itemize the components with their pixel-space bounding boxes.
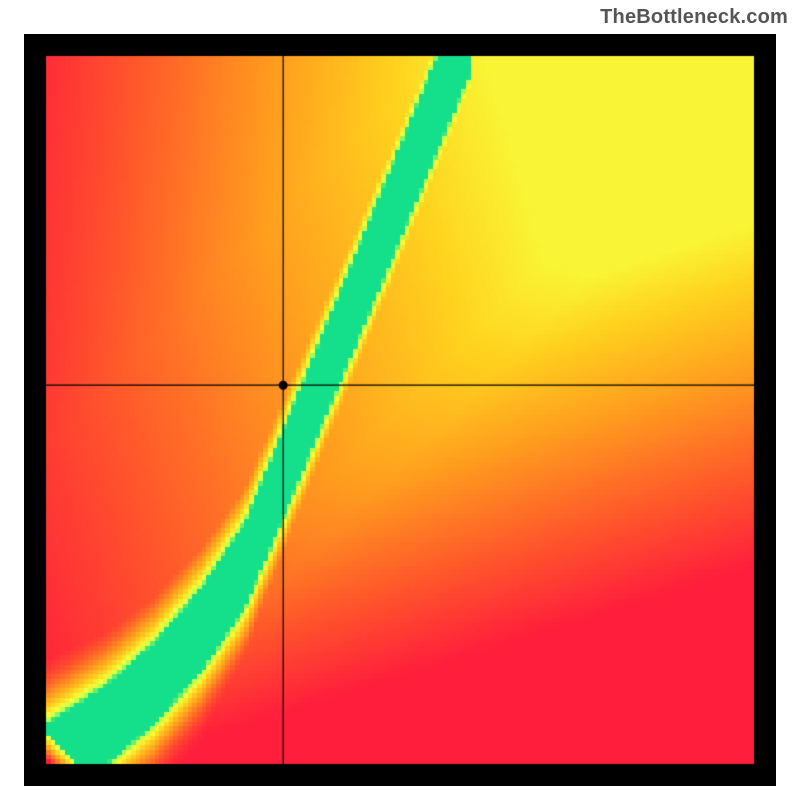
attribution-label: TheBottleneck.com xyxy=(600,6,788,29)
bottleneck-heatmap xyxy=(24,34,776,786)
stage: TheBottleneck.com xyxy=(0,0,800,800)
